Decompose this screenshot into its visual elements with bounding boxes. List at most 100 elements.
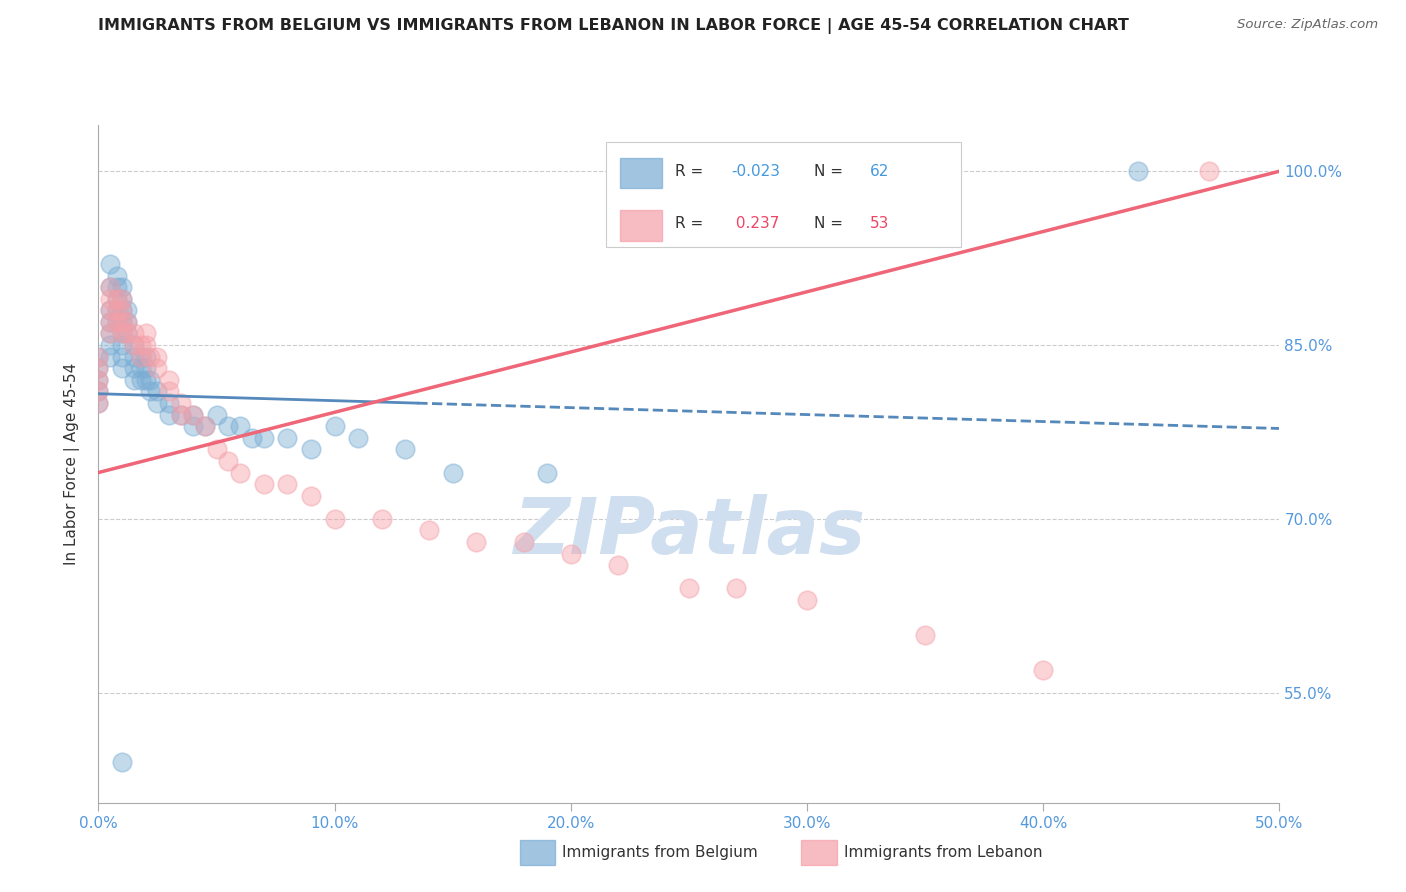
Point bbox=[914, 628, 936, 642]
Point bbox=[87, 361, 110, 376]
Point bbox=[98, 280, 121, 294]
Point bbox=[194, 419, 217, 434]
Point bbox=[323, 512, 346, 526]
Text: Immigrants from Lebanon: Immigrants from Lebanon bbox=[844, 846, 1042, 860]
Point bbox=[115, 303, 138, 318]
Point bbox=[129, 373, 152, 387]
Point bbox=[217, 454, 239, 468]
Point bbox=[111, 292, 134, 306]
Point bbox=[170, 396, 193, 410]
Text: Source: ZipAtlas.com: Source: ZipAtlas.com bbox=[1237, 18, 1378, 31]
Point bbox=[98, 350, 121, 364]
Point bbox=[111, 303, 134, 318]
Point bbox=[105, 303, 128, 318]
Point bbox=[115, 315, 138, 329]
Point bbox=[135, 373, 157, 387]
Point bbox=[129, 361, 152, 376]
Point bbox=[1032, 663, 1054, 677]
Text: R =: R = bbox=[675, 216, 707, 231]
Point bbox=[105, 268, 128, 283]
Point bbox=[98, 315, 121, 329]
Point bbox=[157, 396, 180, 410]
Text: R =: R = bbox=[675, 164, 707, 178]
Point bbox=[87, 396, 110, 410]
Point bbox=[105, 280, 128, 294]
Point bbox=[146, 350, 169, 364]
Point bbox=[111, 361, 134, 376]
Point bbox=[111, 292, 134, 306]
Y-axis label: In Labor Force | Age 45-54: In Labor Force | Age 45-54 bbox=[63, 363, 80, 565]
Point bbox=[115, 326, 138, 341]
Point bbox=[205, 408, 228, 422]
FancyBboxPatch shape bbox=[606, 142, 960, 247]
Point bbox=[105, 292, 128, 306]
Point bbox=[111, 756, 134, 770]
Point bbox=[105, 292, 128, 306]
FancyBboxPatch shape bbox=[620, 211, 662, 241]
Point bbox=[87, 384, 110, 399]
Point bbox=[607, 558, 630, 573]
Point bbox=[560, 547, 582, 561]
Point bbox=[139, 350, 162, 364]
Point bbox=[87, 373, 110, 387]
Point bbox=[1198, 164, 1220, 178]
Point bbox=[139, 384, 162, 399]
Point bbox=[87, 373, 110, 387]
Point bbox=[371, 512, 394, 526]
Point bbox=[181, 408, 204, 422]
Point bbox=[418, 524, 440, 538]
Text: IMMIGRANTS FROM BELGIUM VS IMMIGRANTS FROM LEBANON IN LABOR FORCE | AGE 45-54 CO: IMMIGRANTS FROM BELGIUM VS IMMIGRANTS FR… bbox=[98, 18, 1129, 34]
Point bbox=[87, 396, 110, 410]
Point bbox=[146, 396, 169, 410]
Point bbox=[105, 315, 128, 329]
Text: N =: N = bbox=[814, 216, 848, 231]
Point bbox=[512, 535, 534, 549]
Point bbox=[181, 408, 204, 422]
Point bbox=[441, 466, 464, 480]
Point bbox=[1126, 164, 1149, 178]
Text: Immigrants from Belgium: Immigrants from Belgium bbox=[562, 846, 758, 860]
Point bbox=[229, 419, 252, 434]
Point bbox=[98, 257, 121, 271]
Point bbox=[135, 361, 157, 376]
Point bbox=[122, 326, 145, 341]
Point bbox=[122, 338, 145, 352]
Point bbox=[111, 338, 134, 352]
Point bbox=[105, 303, 128, 318]
Point bbox=[253, 431, 276, 445]
Point bbox=[299, 489, 322, 503]
Point bbox=[135, 338, 157, 352]
Point bbox=[87, 350, 110, 364]
Point bbox=[111, 326, 134, 341]
Point bbox=[146, 384, 169, 399]
Point bbox=[111, 303, 134, 318]
Point bbox=[87, 361, 110, 376]
Point bbox=[122, 338, 145, 352]
Point bbox=[115, 326, 138, 341]
Point bbox=[194, 419, 217, 434]
Point bbox=[129, 338, 152, 352]
Point bbox=[111, 315, 134, 329]
Point bbox=[276, 477, 298, 491]
Text: N =: N = bbox=[814, 164, 848, 178]
Point bbox=[157, 384, 180, 399]
FancyBboxPatch shape bbox=[620, 158, 662, 188]
Point bbox=[122, 361, 145, 376]
Point bbox=[105, 315, 128, 329]
Point bbox=[122, 350, 145, 364]
Point bbox=[129, 350, 152, 364]
Point bbox=[157, 373, 180, 387]
Point bbox=[135, 326, 157, 341]
Point bbox=[115, 315, 138, 329]
Point bbox=[98, 315, 121, 329]
Point bbox=[181, 419, 204, 434]
Point bbox=[87, 350, 110, 364]
Point bbox=[98, 338, 121, 352]
Point bbox=[111, 280, 134, 294]
Point bbox=[229, 466, 252, 480]
Point bbox=[98, 303, 121, 318]
Point bbox=[347, 431, 370, 445]
Point bbox=[98, 326, 121, 341]
Point bbox=[111, 326, 134, 341]
Point bbox=[98, 303, 121, 318]
